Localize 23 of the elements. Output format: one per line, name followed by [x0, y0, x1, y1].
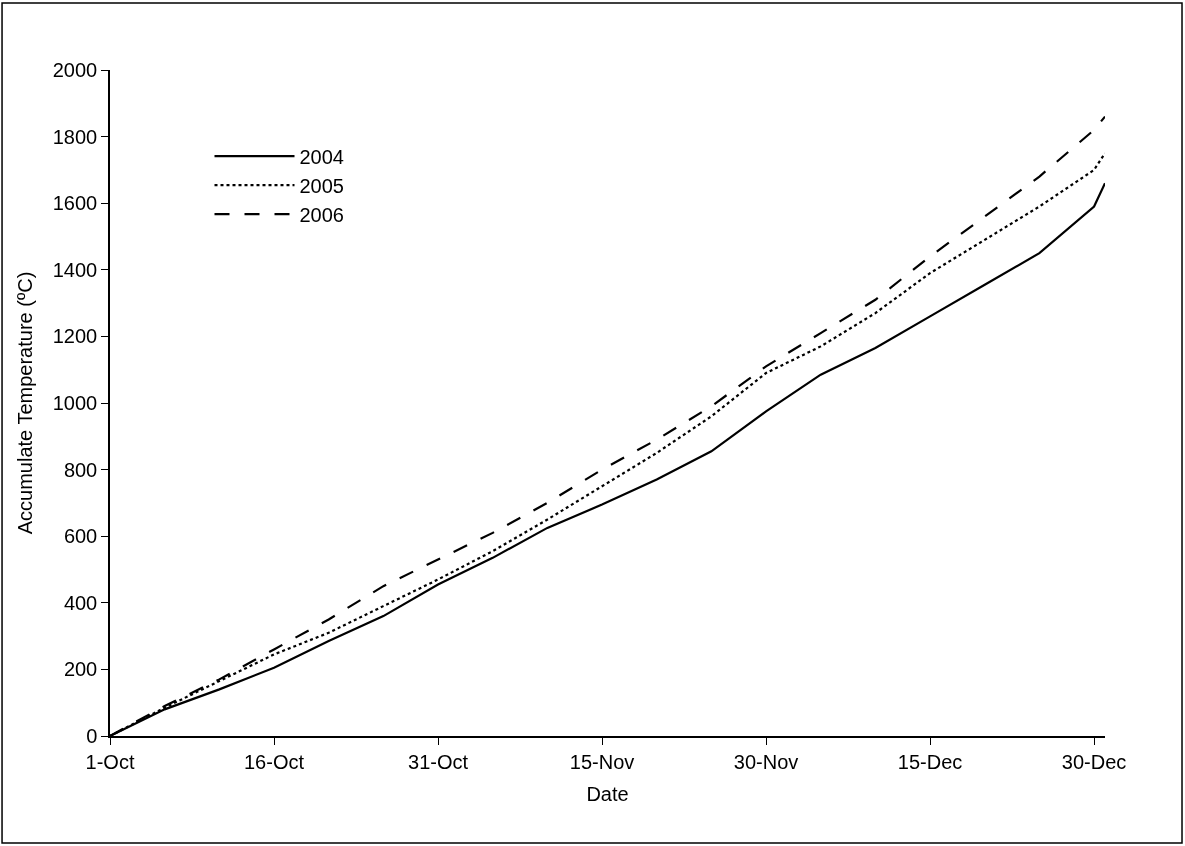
y-tick-label: 800	[63, 458, 98, 481]
y-tick-label: 600	[63, 525, 98, 548]
legend-label: 2006	[299, 203, 344, 226]
x-tick-label: 30-Dec	[1061, 750, 1127, 773]
y-axis-title: Accumulate Temperature (ºC)	[13, 271, 36, 535]
y-tick-label: 1200	[52, 325, 98, 348]
y-tick-label: 2000	[52, 59, 98, 81]
y-tick-label: 1600	[52, 192, 98, 215]
x-tick-label: 15-Nov	[569, 750, 635, 773]
x-tick-label: 1-Oct	[85, 750, 135, 773]
x-tick-label: 30-Nov	[733, 750, 799, 773]
y-tick-label: 1800	[52, 125, 98, 148]
x-tick-label: 15-Dec	[897, 750, 963, 773]
y-tick-label: 1400	[52, 258, 98, 281]
x-tick-label: 16-Oct	[243, 750, 305, 773]
y-tick-label: 0	[86, 725, 98, 747]
legend-label: 2005	[299, 174, 344, 197]
y-tick-label: 400	[63, 591, 98, 614]
y-tick-label: 1000	[52, 392, 98, 414]
x-tick-label: 31-Oct	[408, 750, 469, 773]
x-axis-title: Date	[586, 782, 629, 805]
y-tick-label: 200	[63, 658, 98, 681]
legend-label: 2004	[299, 145, 344, 168]
